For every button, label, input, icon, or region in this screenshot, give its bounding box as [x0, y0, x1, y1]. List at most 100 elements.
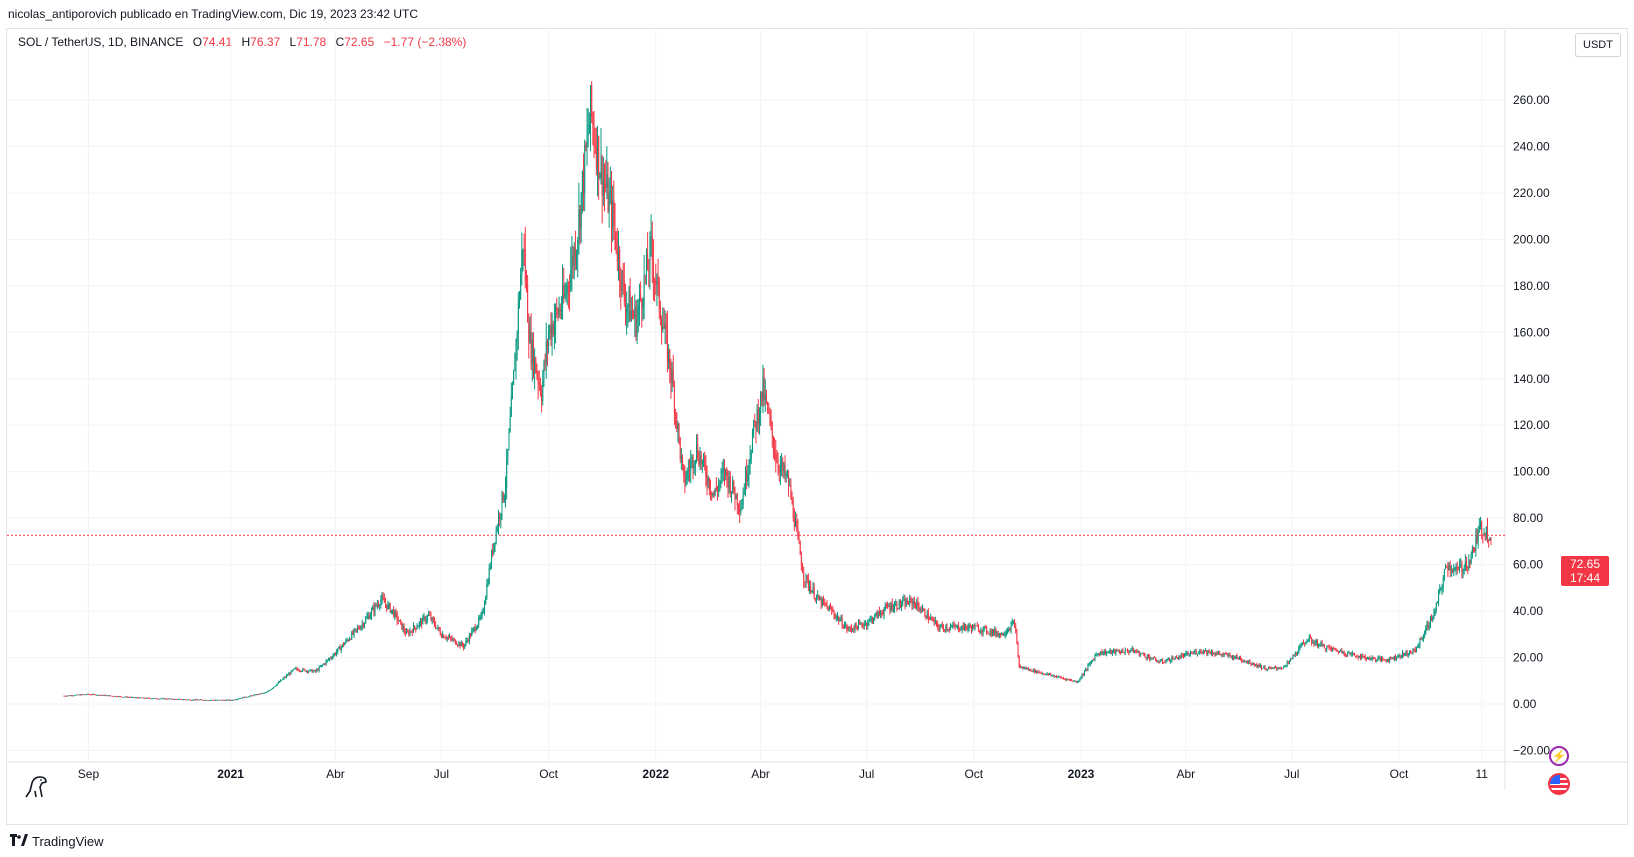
candle-body [1071, 680, 1073, 681]
candle-body [629, 291, 631, 321]
candle-body [1235, 655, 1237, 658]
candle-body [1295, 652, 1297, 654]
candle-body [1199, 650, 1201, 654]
candle-body [170, 698, 172, 700]
candle-body [842, 626, 844, 628]
us-flag-icon[interactable] [1548, 773, 1570, 795]
high-label: H [241, 35, 251, 49]
candle-body [1101, 651, 1103, 655]
candle-body [309, 669, 311, 672]
candle-body [613, 200, 615, 223]
candle-body [403, 626, 405, 632]
candle-body [962, 625, 964, 630]
candle-body [1358, 656, 1360, 658]
candle-body [1189, 652, 1191, 655]
candle-body [1094, 655, 1096, 660]
candle-body [163, 698, 165, 700]
flash-icon[interactable]: ⚡ [1549, 746, 1569, 766]
candle-body [486, 584, 488, 598]
candle-body [376, 604, 378, 607]
candle-body [379, 605, 381, 607]
candle-body [532, 339, 534, 374]
candle-body [988, 633, 990, 634]
candle-body [212, 699, 214, 701]
candle-body [1276, 667, 1278, 669]
candle-body [1021, 666, 1023, 668]
symbol-label[interactable]: SOL / TetherUS, 1D, BINANCE [18, 35, 184, 49]
candle-body [232, 699, 234, 701]
candle-body [764, 394, 766, 401]
x-tick-label: Abr [751, 767, 770, 781]
candle-body [1383, 659, 1385, 661]
candle-body [862, 625, 864, 627]
candle-body [841, 618, 843, 627]
candle-body [507, 449, 509, 459]
candle-body [261, 693, 263, 694]
candle-body [809, 586, 811, 588]
candle-body [798, 535, 800, 543]
candle-body [922, 609, 924, 612]
candle-body [133, 696, 135, 698]
candle-body [1375, 657, 1377, 661]
candle-body [1081, 674, 1083, 678]
candle-body [1120, 652, 1122, 654]
candle-body [696, 443, 698, 460]
candle-body [1001, 633, 1003, 636]
candle-body [760, 391, 762, 414]
tradingview-logo[interactable]: TradingView [10, 834, 104, 849]
candle-body [1187, 652, 1189, 656]
candle-body [504, 487, 506, 496]
candle-body [1420, 638, 1422, 640]
candle-body [628, 291, 630, 306]
candle-body [478, 617, 480, 626]
candle-body [683, 464, 685, 476]
candle-body [396, 613, 398, 621]
candle-body [550, 326, 552, 339]
candle-body [216, 700, 218, 701]
candle-body [1075, 680, 1077, 683]
candle-body [1012, 621, 1014, 623]
candle-body [1228, 654, 1230, 657]
currency-button[interactable]: USDT [1575, 33, 1621, 57]
candle-body [976, 625, 978, 627]
candle-body [875, 612, 877, 615]
candle-body [471, 630, 473, 637]
candle-body [572, 254, 574, 266]
candle-body [541, 393, 543, 402]
candle-body [1259, 665, 1261, 668]
candle-body [1234, 657, 1236, 659]
candle-body [224, 700, 226, 701]
candle-body [1337, 651, 1339, 653]
candle-body [941, 624, 943, 627]
candle-body [1221, 654, 1223, 656]
candle-body [138, 697, 140, 699]
candle-body [87, 693, 89, 695]
candle-body [1142, 653, 1144, 654]
candle-body [1178, 657, 1180, 660]
close-value: 72.65 [344, 35, 375, 49]
candle-body [1488, 540, 1490, 541]
candle-body [225, 700, 227, 701]
dino-icon[interactable] [22, 773, 50, 801]
candle-body [767, 401, 769, 412]
candle-body [199, 699, 201, 701]
candle-body [771, 423, 773, 437]
candle-body [346, 640, 348, 641]
candle-body [306, 670, 308, 673]
candle-body [1286, 662, 1288, 666]
candle-body [341, 644, 343, 647]
candle-body [973, 625, 975, 629]
candle-body [502, 492, 504, 501]
candle-body [1151, 658, 1153, 660]
candle-body [1318, 645, 1320, 647]
candle-body [1145, 657, 1147, 658]
candle-body [1179, 657, 1181, 659]
candle-body [553, 322, 555, 335]
candle-body [527, 284, 529, 323]
candle-body [968, 625, 970, 628]
candle-body [240, 698, 242, 700]
candle-body [1163, 662, 1165, 664]
candle-body [260, 693, 262, 695]
candle-body [955, 625, 957, 628]
